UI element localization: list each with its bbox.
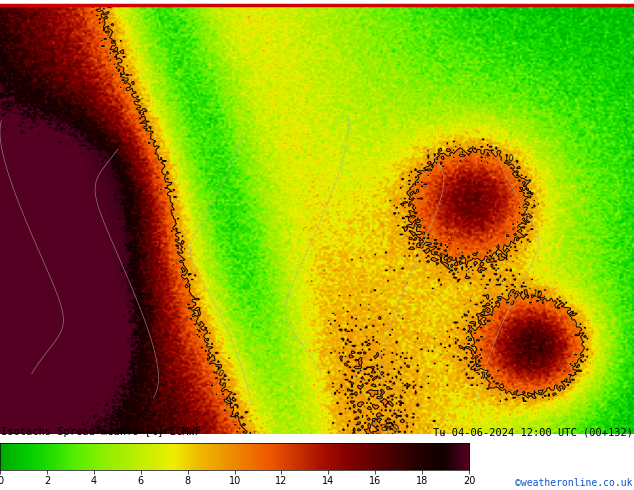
Text: 10: 10 <box>376 421 387 433</box>
Text: Tu 04-06-2024 12:00 UTC (00+132): Tu 04-06-2024 12:00 UTC (00+132) <box>433 427 633 437</box>
Text: ©weatheronline.co.uk: ©weatheronline.co.uk <box>515 478 633 488</box>
Text: 10: 10 <box>503 154 514 164</box>
Text: 10: 10 <box>389 421 402 435</box>
Text: 10: 10 <box>211 366 224 379</box>
Text: 10: 10 <box>531 290 543 300</box>
Text: Isotachs Spread mean+σ [%] ECMWF: Isotachs Spread mean+σ [%] ECMWF <box>1 427 201 437</box>
